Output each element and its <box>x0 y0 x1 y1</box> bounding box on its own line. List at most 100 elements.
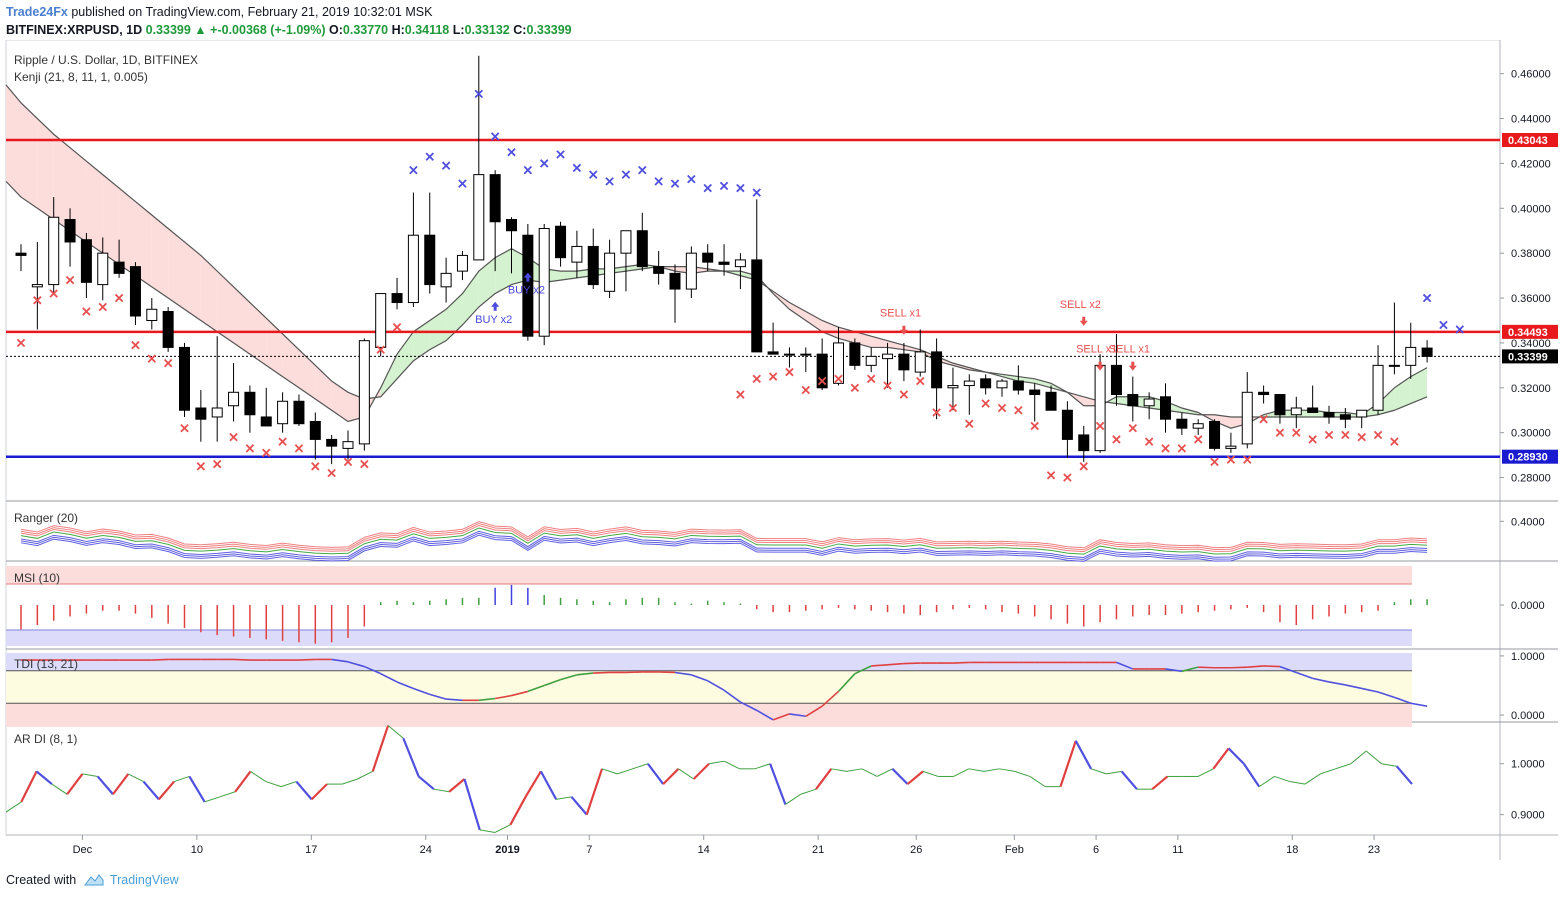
ardi-line-segment <box>1227 747 1245 765</box>
ardi-line-segment <box>433 788 450 793</box>
candle-body <box>833 342 844 384</box>
sell-marker <box>1030 421 1039 431</box>
candle-body <box>1127 394 1139 407</box>
sell-arrow-icon <box>899 325 908 335</box>
ranger-title: Ranger (20) <box>14 511 78 525</box>
candle-body <box>64 219 76 243</box>
tdi-line-segment <box>413 687 431 696</box>
tdi-line-segment <box>821 690 840 707</box>
sell-marker <box>981 399 990 408</box>
sell-marker <box>294 444 304 453</box>
sell-marker <box>1128 423 1138 433</box>
price-tick-label: 0.32000 <box>1511 383 1551 395</box>
ardi-line-segment <box>387 725 404 739</box>
sell-marker <box>785 367 794 377</box>
created-with-label: Created with <box>6 873 77 887</box>
price-tick-label: 0.44000 <box>1511 114 1551 126</box>
ardi-line-segment <box>906 770 924 785</box>
sell-marker <box>801 385 811 395</box>
cloud-segment <box>217 271 234 343</box>
ardi-line-segment <box>968 768 985 772</box>
sell-signal-label: SELL x2 <box>1060 299 1101 311</box>
candle-body <box>604 252 616 292</box>
tdi-line-segment <box>560 674 578 681</box>
sell-signal-label: SELL x1 <box>1076 344 1117 356</box>
ardi-line-segment <box>1258 776 1275 788</box>
chart-area[interactable]: 0.28000 0.30000 0.32000 0.34000 0.36000 0.380… <box>0 40 1565 860</box>
candle-body <box>326 438 338 447</box>
sell-marker <box>163 358 173 368</box>
sell-marker <box>278 437 287 446</box>
candle-body <box>1176 418 1188 429</box>
candle-body <box>931 351 943 389</box>
tdi-line-segment <box>1394 696 1412 705</box>
tdi-line-segment <box>1198 666 1215 669</box>
publisher-brand[interactable]: Trade24Fx <box>6 5 68 19</box>
candle-body <box>1192 423 1204 429</box>
tradingview-link[interactable]: TradingView <box>109 873 179 887</box>
candle-body <box>849 342 861 366</box>
tdi-line-segment <box>1279 665 1297 674</box>
price-tick-label: 0.34000 <box>1511 338 1551 350</box>
ardi-line-segment <box>1350 750 1367 765</box>
ardi-line-segment <box>51 783 68 795</box>
price-line-label: 0.28930 <box>1508 452 1548 464</box>
ardi-line-segment <box>724 760 740 770</box>
up-arrow-icon: ▲ <box>194 23 207 37</box>
ardi-line-segment <box>570 796 588 816</box>
ardi-line-segment <box>708 760 725 765</box>
price-line-tag <box>1502 324 1558 339</box>
candle-body <box>129 266 141 317</box>
cloud-segment <box>184 241 201 321</box>
candle-body <box>1323 411 1335 418</box>
tdi-line-segment <box>543 678 561 687</box>
cloud-segment <box>1100 396 1117 406</box>
candle-body <box>244 391 256 416</box>
ardi-line-segment <box>112 773 130 795</box>
buy-marker <box>458 179 467 188</box>
buy-marker <box>507 147 516 157</box>
time-tick-label: 14 <box>698 844 710 856</box>
cloud-segment <box>805 311 823 332</box>
tdi-line-segment <box>446 698 463 702</box>
ardi-line-segment <box>173 775 190 783</box>
open-label: O: <box>329 23 343 37</box>
candle-body <box>113 261 125 274</box>
cloud-segment <box>53 134 71 231</box>
buy-marker <box>474 89 484 99</box>
open-value: 0.33770 <box>342 23 389 37</box>
candle-body <box>1160 396 1171 420</box>
buy-marker <box>490 132 500 141</box>
cloud-segment <box>21 102 38 209</box>
cloud-segment <box>86 161 103 254</box>
tdi-line-segment <box>854 665 872 675</box>
tdi-line-segment <box>887 662 904 666</box>
ardi-line-segment <box>5 801 22 813</box>
ardi-line-segment <box>448 778 466 793</box>
candle-body <box>342 441 354 449</box>
buy-marker <box>539 159 549 168</box>
sell-arrow-icon <box>1079 316 1088 326</box>
price-line-tag <box>1502 349 1558 364</box>
candle-body <box>816 353 828 389</box>
buy-marker <box>589 170 598 179</box>
sell-marker <box>817 376 827 386</box>
ardi-line-segment <box>876 768 893 777</box>
sell-marker <box>768 372 778 381</box>
candle-body <box>996 380 1008 389</box>
tdi-line-segment <box>331 658 349 663</box>
ardi-line-segment <box>1090 768 1107 775</box>
buy-signal-label: BUY x2 <box>508 285 545 297</box>
candle-body <box>1356 409 1368 418</box>
ardi-line-segment <box>188 775 206 803</box>
tdi-line-segment <box>593 671 610 674</box>
buy-marker <box>736 183 745 193</box>
sell-marker <box>1357 432 1366 442</box>
candle-body <box>1045 391 1057 411</box>
ranger-band <box>20 527 1428 555</box>
candle-body <box>277 400 289 425</box>
buy-signal-label: BUY x2 <box>475 314 512 326</box>
candle-body <box>783 353 795 356</box>
ardi-line-segment <box>96 775 114 795</box>
candle-body <box>31 284 43 288</box>
